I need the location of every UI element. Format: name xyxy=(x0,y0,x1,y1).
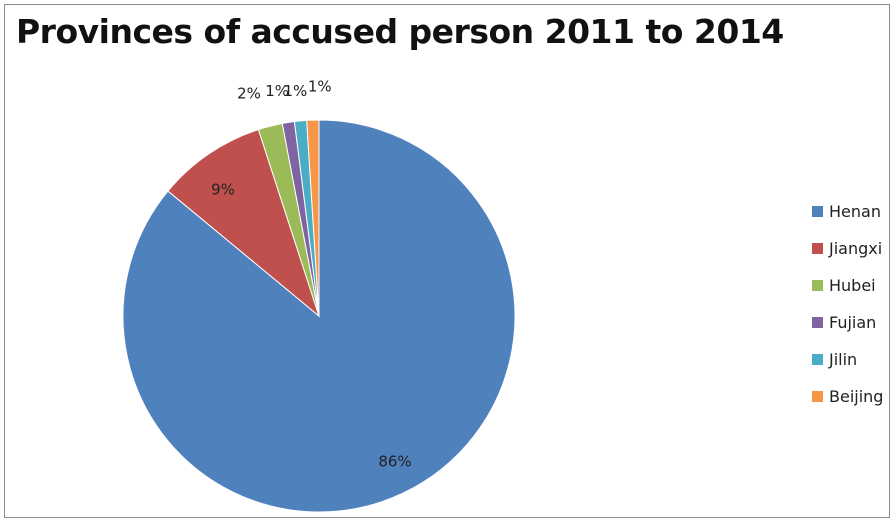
legend-swatch xyxy=(812,242,823,254)
legend-item-jiangxi: Jiangxi xyxy=(812,237,883,259)
data-label-jiangxi: 9% xyxy=(211,181,235,199)
legend-label: Jiangxi xyxy=(829,238,883,258)
chart-title: Provinces of accused person 2011 to 2014 xyxy=(16,12,784,51)
data-label-henan: 86% xyxy=(378,453,411,471)
legend-label: Fujian xyxy=(829,312,877,332)
data-label-jilin: 1% xyxy=(284,82,308,100)
legend-item-jilin: Jilin xyxy=(812,348,883,370)
legend-label: Jilin xyxy=(829,349,858,369)
legend-item-hubei: Hubei xyxy=(812,274,883,296)
legend-label: Beijing xyxy=(829,386,884,406)
legend-item-beijing: Beijing xyxy=(812,385,883,407)
legend-swatch xyxy=(812,205,823,217)
legend-swatch xyxy=(812,279,823,291)
data-label-fujian: 1% xyxy=(265,82,289,100)
pie-slice-beijing xyxy=(306,119,320,317)
legend-item-fujian: Fujian xyxy=(812,311,883,333)
data-label-hubei: 2% xyxy=(237,84,261,102)
legend-swatch xyxy=(812,390,823,402)
legend: Henan Jiangxi Hubei Fujian Jilin Beijing xyxy=(812,200,883,407)
data-label-beijing: 1% xyxy=(308,77,332,95)
legend-item-henan: Henan xyxy=(812,200,883,222)
pie-slice-jiangxi xyxy=(167,128,321,318)
legend-label: Henan xyxy=(829,201,881,221)
legend-label: Hubei xyxy=(829,275,876,295)
legend-swatch xyxy=(812,316,823,328)
legend-swatch xyxy=(812,353,823,365)
